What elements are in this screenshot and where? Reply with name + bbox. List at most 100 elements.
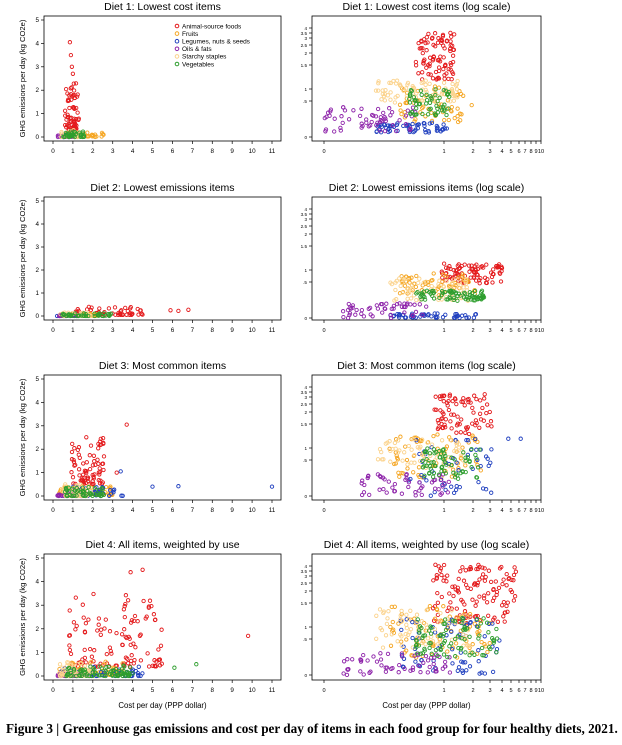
data-point — [100, 487, 105, 492]
data-point — [138, 658, 144, 663]
data-point — [91, 453, 97, 458]
data-point — [478, 265, 483, 270]
data-point — [398, 616, 403, 622]
data-point — [488, 579, 494, 585]
data-point — [437, 633, 442, 638]
data-point — [400, 458, 405, 463]
data-point — [114, 470, 119, 475]
data-point — [269, 484, 275, 489]
data-point — [81, 480, 86, 485]
data-point — [392, 100, 398, 105]
data-point — [447, 394, 452, 399]
data-point — [140, 567, 145, 572]
data-point — [456, 468, 461, 473]
data-point — [375, 472, 381, 477]
x-axis: 0 1 2 3 4 5 6 7 8 9 10 — [322, 680, 544, 694]
data-point — [389, 666, 394, 671]
data-point — [423, 82, 428, 87]
data-point — [439, 572, 444, 578]
data-point — [152, 617, 158, 623]
data-point — [420, 484, 425, 489]
data-point — [513, 569, 519, 574]
data-point — [467, 664, 473, 669]
data-point — [359, 106, 364, 111]
data-point — [464, 425, 469, 430]
data-point — [408, 608, 413, 613]
data-point — [392, 481, 398, 487]
data-point — [107, 313, 112, 318]
data-point — [433, 647, 439, 653]
data-point — [404, 637, 409, 642]
data-point — [400, 290, 405, 295]
data-points — [55, 567, 251, 679]
data-point — [455, 414, 460, 419]
y-tick-label: 4 — [304, 207, 307, 212]
data-point — [433, 87, 438, 92]
data-point — [404, 617, 409, 622]
data-point — [379, 457, 385, 462]
data-point — [480, 294, 485, 299]
data-point — [433, 394, 438, 399]
data-point — [464, 285, 469, 290]
data-point — [457, 280, 462, 285]
data-point — [440, 425, 446, 430]
data-point — [427, 645, 432, 651]
data-point — [465, 438, 471, 443]
data-point — [371, 654, 376, 659]
data-point — [83, 621, 89, 626]
data-point — [444, 273, 449, 279]
x-tick-label: 1 — [71, 148, 75, 155]
data-point — [443, 63, 448, 68]
data-point — [453, 311, 458, 317]
data-point — [374, 129, 379, 134]
data-point — [446, 407, 452, 413]
data-point — [453, 654, 458, 659]
data-point — [477, 564, 482, 570]
data-point — [409, 447, 414, 452]
data-point — [434, 103, 439, 108]
data-point — [427, 63, 432, 69]
data-point — [414, 106, 419, 111]
data-point — [140, 312, 145, 317]
data-point — [91, 591, 96, 597]
x-tick-label: 5 — [151, 687, 155, 694]
data-point — [447, 392, 453, 397]
data-point — [466, 440, 471, 445]
data-point — [479, 645, 485, 651]
data-point — [404, 457, 410, 463]
data-point — [448, 62, 454, 68]
data-point — [100, 461, 106, 466]
data-point — [451, 593, 456, 599]
data-point — [133, 645, 138, 650]
data-point — [417, 628, 422, 633]
data-point — [445, 608, 450, 614]
data-point — [467, 269, 472, 274]
x-tick-label: 6 — [517, 508, 520, 514]
data-point — [455, 263, 460, 268]
data-point — [395, 438, 401, 443]
x-tick-label: 3 — [111, 507, 115, 514]
data-point — [441, 652, 447, 657]
data-point — [394, 297, 399, 302]
data-point — [410, 121, 415, 127]
data-point — [443, 425, 448, 430]
data-point — [449, 484, 454, 489]
data-point — [75, 92, 80, 97]
data-point — [439, 108, 445, 113]
data-point — [446, 117, 451, 123]
data-point — [421, 104, 426, 109]
data-point — [127, 636, 132, 641]
data-point — [436, 487, 441, 492]
data-point — [451, 470, 456, 475]
data-point — [72, 446, 77, 451]
data-point — [103, 673, 108, 679]
data-point — [83, 660, 89, 665]
data-point — [400, 654, 405, 659]
data-point — [473, 603, 478, 608]
data-point — [351, 108, 356, 113]
data-point — [512, 594, 518, 599]
data-point — [378, 115, 383, 120]
data-point — [426, 72, 431, 77]
data-point — [451, 98, 457, 103]
x-tick-label: 9 — [230, 327, 234, 334]
